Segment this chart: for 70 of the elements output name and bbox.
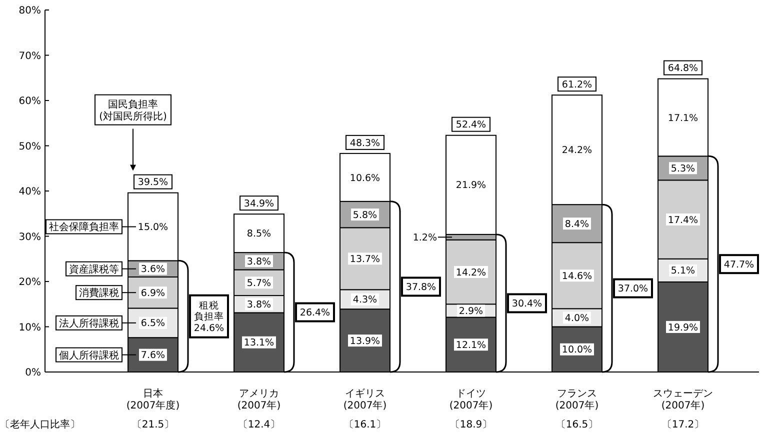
data-label: 13.1% (244, 338, 274, 349)
data-label: 5.8% (352, 210, 378, 221)
data-label: 8.4% (564, 218, 590, 230)
y-tick-label: 10% (18, 322, 41, 334)
y-tick-label: 80% (18, 6, 41, 16)
data-label: 3.8% (246, 256, 272, 268)
y-tick-label: 20% (18, 277, 41, 288)
data-label: 6.5% (140, 318, 166, 330)
data-label: 4.0% (564, 313, 590, 324)
legend-label: 社会保障負担率 (49, 221, 119, 234)
data-label: 3.6% (140, 264, 166, 276)
total-label: 39.5% (138, 177, 168, 188)
text: 〔老年人口比率〕 (0, 418, 80, 430)
data-label: 14.2% (456, 267, 486, 278)
data-label: 4.3% (352, 294, 378, 306)
data-label: 2.9% (458, 306, 484, 318)
data-label: 21.9% (456, 180, 486, 192)
text: 〔16.1〕 (344, 418, 386, 430)
annotation: 国民負担率 (対国民所得比) (99, 98, 167, 122)
y-tick-label: 50% (18, 141, 41, 152)
x-tick-label: イギリス (2007年) (343, 388, 387, 412)
total-label: 52.4% (456, 120, 486, 131)
x-tick-label: フランス (2007年) (555, 388, 599, 412)
text: 〔17.2〕 (662, 418, 704, 430)
y-tick-label: 60% (18, 96, 41, 107)
data-label: 5.1% (670, 266, 696, 277)
annotation: 37.0% (618, 284, 648, 295)
annotation: 26.4% (300, 308, 330, 319)
data-label: 8.5% (246, 228, 272, 240)
total-label: 61.2% (562, 79, 592, 90)
data-label: 14.6% (562, 270, 592, 282)
data-label: 17.1% (668, 112, 698, 124)
x-tick-label: アメリカ (2007年) (237, 388, 281, 412)
text: 〔21.5〕 (132, 418, 174, 430)
total-label: 34.9% (244, 198, 274, 210)
y-tick-label: 40% (18, 186, 41, 198)
data-label: 1.2% (412, 232, 437, 244)
total-label: 48.3% (350, 138, 380, 149)
legend-label: 法人所得課税 (59, 317, 119, 330)
data-label: 13.9% (350, 336, 380, 347)
y-tick-label: 70% (18, 50, 41, 62)
data-label: 10.6% (350, 172, 380, 184)
annotation: 租税負担率24.6% (194, 299, 224, 334)
x-tick-label: 日本 (2007年度) (126, 388, 180, 412)
annotation: 37.8% (406, 282, 436, 294)
data-label: 12.1% (456, 340, 486, 351)
data-label: 6.9% (140, 288, 166, 299)
text: 〔12.4〕 (238, 418, 280, 430)
data-label: 15.0% (138, 222, 168, 234)
x-tick-label: スウェーデン (2007年) (653, 388, 713, 412)
text: 〔18.9〕 (450, 418, 492, 430)
total-label: 64.8% (668, 63, 698, 74)
annotation: 30.4% (512, 298, 542, 310)
data-label: 24.2% (562, 145, 592, 156)
data-label: 5.7% (246, 278, 272, 289)
data-label: 13.7% (350, 254, 380, 265)
data-label: 5.3% (670, 163, 696, 174)
data-label: 7.6% (140, 350, 166, 362)
legend-label: 個人所得課税 (59, 349, 119, 362)
y-tick-label: 30% (18, 232, 41, 243)
text: 〔16.5〕 (556, 418, 598, 430)
data-label: 3.8% (246, 299, 272, 310)
annotation: 47.7% (724, 259, 754, 270)
y-tick-label: 0% (25, 368, 41, 378)
x-tick-label: ドイツ (2007年) (449, 388, 493, 412)
legend-label: 消費課税 (79, 287, 119, 300)
legend-label: 資産課税等 (69, 263, 119, 276)
data-label: 10.0% (562, 344, 592, 356)
data-label: 17.4% (668, 214, 698, 226)
data-label: 19.9% (668, 322, 698, 334)
